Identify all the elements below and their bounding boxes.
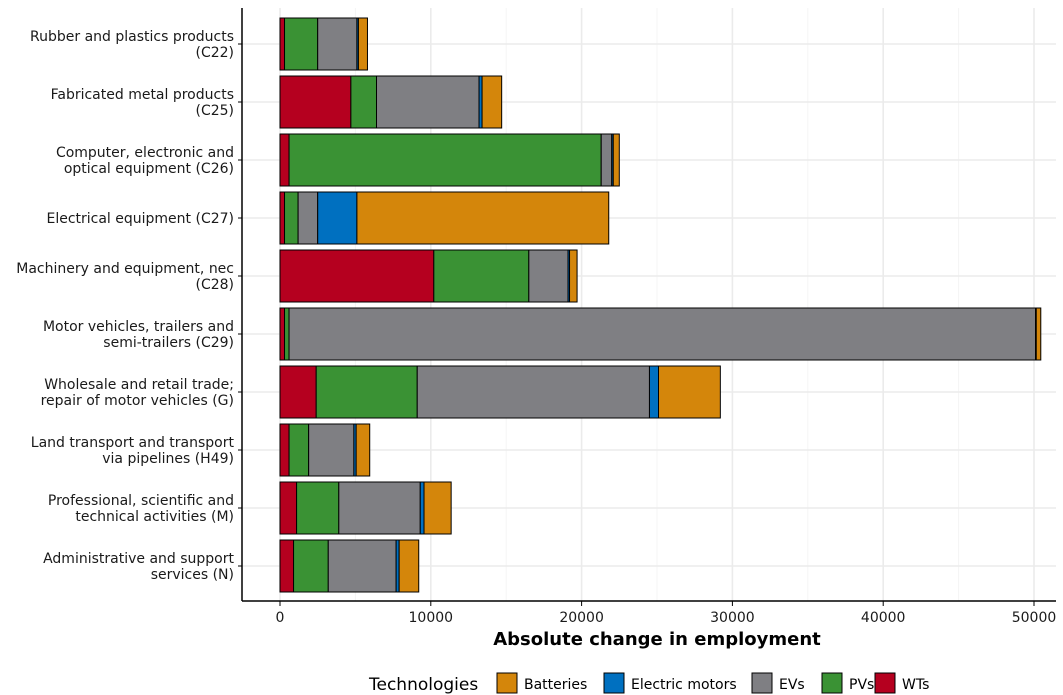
x-tick-label: 0 bbox=[276, 610, 285, 626]
bar-segment-wts bbox=[279, 539, 295, 593]
bar-segment-evs bbox=[297, 191, 319, 245]
bar-segment-pvs bbox=[433, 249, 530, 303]
x-tick-label: 20000 bbox=[559, 610, 604, 626]
bar-segment-batteries bbox=[357, 17, 368, 71]
legend-swatch-pvs bbox=[821, 672, 843, 694]
category-label: Wholesale and retail trade; bbox=[44, 377, 234, 393]
category-label: Machinery and equipment, nec bbox=[16, 261, 234, 277]
category-label: (C22) bbox=[195, 45, 234, 61]
bar-segment-wts bbox=[279, 17, 286, 71]
bar-segment-batteries bbox=[398, 539, 420, 593]
bar-segment-pvs bbox=[284, 307, 290, 361]
bar-segment-evs bbox=[600, 133, 613, 187]
category-label: (C28) bbox=[195, 277, 234, 293]
bar-segment-evs bbox=[376, 75, 480, 129]
category-label: (C25) bbox=[195, 103, 234, 119]
category-labels: Rubber and plastics products(C22) Fabrica… bbox=[16, 29, 242, 583]
x-tick-label: 40000 bbox=[861, 610, 906, 626]
bar-segment-pvs bbox=[350, 75, 378, 129]
bar-segment-pvs bbox=[296, 481, 340, 535]
x-tick-label: 30000 bbox=[710, 610, 755, 626]
bar-segment-batteries bbox=[1035, 307, 1042, 361]
category-label: Rubber and plastics products bbox=[30, 29, 234, 45]
category-label: Electrical equipment (C27) bbox=[46, 211, 234, 227]
bar-segment-evs bbox=[327, 539, 397, 593]
bar-segment-wts bbox=[279, 133, 290, 187]
category-label: technical activities (M) bbox=[75, 509, 234, 525]
legend-label: WTs bbox=[902, 677, 929, 693]
bar-segment-evs bbox=[416, 365, 650, 419]
category-label: Professional, scientific and bbox=[48, 493, 234, 509]
bar-segment-pvs bbox=[315, 365, 418, 419]
bar-segment-wts bbox=[279, 249, 435, 303]
category-label: Fabricated metal products bbox=[51, 87, 234, 103]
legend: Technologies Batteries Electric motors EVs… bbox=[368, 672, 929, 695]
bar-segment-batteries bbox=[569, 249, 578, 303]
bar-segment-electric-motors bbox=[419, 481, 425, 535]
bar-segment-wts bbox=[279, 423, 290, 477]
bar-segment-batteries bbox=[658, 365, 721, 419]
bar-segment-batteries bbox=[423, 481, 452, 535]
category-label: Administrative and support bbox=[43, 551, 234, 567]
bar-segment-batteries bbox=[612, 133, 620, 187]
bar-segment-evs bbox=[338, 481, 421, 535]
bar-segment-evs bbox=[317, 17, 358, 71]
bar-segment-pvs bbox=[288, 133, 602, 187]
category-label: services (N) bbox=[151, 567, 234, 583]
legend-title: Technologies bbox=[368, 675, 478, 695]
bars bbox=[279, 17, 1042, 593]
legend-swatch-wts bbox=[874, 672, 896, 694]
category-label: optical equipment (C26) bbox=[64, 161, 234, 177]
bar-segment-wts bbox=[279, 307, 286, 361]
category-label: semi-trailers (C29) bbox=[103, 335, 234, 351]
legend-swatch-evs bbox=[751, 672, 773, 694]
bar-segment-evs bbox=[528, 249, 569, 303]
legend-label: Batteries bbox=[524, 677, 587, 693]
x-axis-title: Absolute change in employment bbox=[493, 629, 821, 650]
category-label: Computer, electronic and bbox=[56, 145, 234, 161]
x-tick-labels: 0 10000 20000 30000 40000 50000 bbox=[276, 601, 1057, 626]
category-label: Land transport and transport bbox=[31, 435, 235, 451]
legend-swatch-batteries bbox=[496, 672, 518, 694]
bar-segment-batteries bbox=[355, 423, 371, 477]
legend-swatch-electric-motors bbox=[603, 672, 625, 694]
bar-segment-evs bbox=[308, 423, 355, 477]
bar-segment-pvs bbox=[284, 191, 299, 245]
x-tick-label: 50000 bbox=[1012, 610, 1057, 626]
bar-segment-wts bbox=[279, 75, 352, 129]
x-tick-label: 10000 bbox=[409, 610, 454, 626]
bar-segment-pvs bbox=[288, 423, 310, 477]
legend-label: EVs bbox=[779, 677, 805, 693]
bar-segment-electric-motors bbox=[648, 365, 660, 419]
category-label: repair of motor vehicles (G) bbox=[41, 393, 234, 409]
bar-segment-pvs bbox=[293, 539, 329, 593]
category-label: Motor vehicles, trailers and bbox=[43, 319, 234, 335]
bar-segment-evs bbox=[288, 307, 1037, 361]
bar-segment-pvs bbox=[284, 17, 319, 71]
axes bbox=[241, 8, 1056, 602]
bar-segment-batteries bbox=[356, 191, 610, 245]
legend-label: Electric motors bbox=[631, 677, 737, 693]
bar-segment-wts bbox=[279, 481, 298, 535]
bar-segment-wts bbox=[279, 365, 317, 419]
bar-segment-wts bbox=[279, 191, 286, 245]
category-label: via pipelines (H49) bbox=[102, 451, 234, 467]
bar-segment-batteries bbox=[481, 75, 503, 129]
bar-segment-electric-motors bbox=[317, 191, 358, 245]
legend-label: PVs bbox=[849, 677, 874, 693]
